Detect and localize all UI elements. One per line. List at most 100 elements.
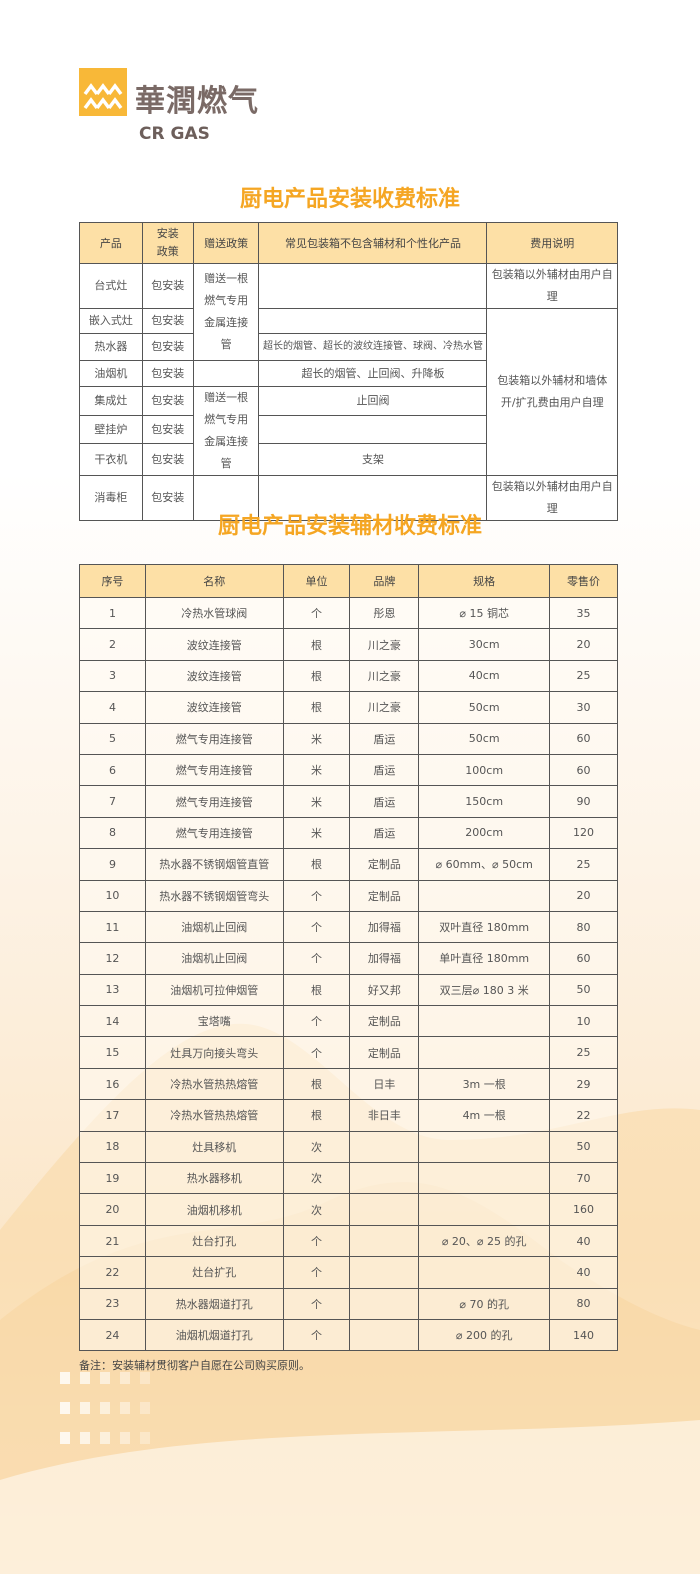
table-row: 消毒柜 包安装 包装箱以外辅材由用户自理 [79,475,618,521]
logo-text-cn: 華潤燃气 [135,84,259,119]
brand-cell: 彤恩 [349,596,420,630]
unit-cell: 根 [282,691,351,724]
unit-cell: 次 [282,1193,351,1226]
price-cell: 80 [549,1287,618,1320]
product-cell: 油烟机 [79,360,143,387]
brand-cell: 非日丰 [349,1099,420,1132]
name-cell: 热水器不锈钢烟管弯头 [144,879,284,912]
name-cell: 灶台扩孔 [144,1256,284,1289]
table-row: 13 油烟机可拉伸烟管根好又邦 双三层⌀ 180 3 米 50 [79,973,618,1007]
product-cell: 集成灶 [79,385,143,417]
spec-cell: 3m 一根 [418,1067,551,1101]
name-cell: 波纹连接管 [144,659,284,693]
fee-cell: 包装箱以外辅材由用户自理 [486,475,618,521]
decorative-dot [80,1372,90,1384]
index-cell: 4 [79,691,146,724]
header-cell: 产品 [79,222,143,264]
name-cell: 热水器不锈钢烟管直管 [144,848,284,881]
spec-cell: 50cm [418,691,551,724]
price-cell: 50 [549,973,618,1007]
index-cell: 18 [79,1130,146,1164]
decorative-dot [140,1432,150,1444]
index-cell: 3 [79,659,146,693]
brand-cell: 川之豪 [349,628,420,661]
install-cell: 包安装 [141,263,194,309]
table-row: 16 冷热水管热热熔管根日丰 3m 一根 29 [79,1067,618,1101]
table-row: 15 灶具万向接头弯头个定制品 25 [79,1036,618,1069]
brand-cell [349,1130,420,1164]
table-row: 2 波纹连接管根川之豪 30cm 20 [79,628,618,661]
spec-cell: ⌀ 70 的孔 [418,1287,551,1320]
unit-cell: 个 [282,1036,351,1069]
brand-cell: 定制品 [349,1005,420,1038]
spec-cell: ⌀ 60mm、⌀ 50cm [418,848,551,881]
table-row: 3 波纹连接管根川之豪 40cm 25 [79,659,618,693]
index-cell: 10 [79,879,146,912]
install-cell: 包安装 [141,308,194,334]
brand-cell: 日丰 [349,1067,420,1101]
header-cell: 序号 [79,564,146,598]
table-row: 9 热水器不锈钢烟管直管根定制品 ⌀ 60mm、⌀ 50cm 25 [79,848,618,881]
header-cell: 安装政策 [141,222,194,264]
price-cell: 80 [549,910,618,944]
decorative-dot [100,1402,110,1414]
extras-cell: 超长的烟管、止回阀、升降板 [258,360,488,387]
unit-cell: 次 [282,1130,351,1164]
price-cell: 120 [549,816,618,850]
product-cell: 干衣机 [79,443,143,476]
index-cell: 21 [79,1224,146,1258]
name-cell: 燃气专用连接管 [144,753,284,787]
name-cell: 波纹连接管 [144,628,284,661]
name-cell: 热水器移机 [144,1162,284,1195]
price-cell: 40 [549,1224,618,1258]
unit-cell: 根 [282,628,351,661]
brand-cell: 川之豪 [349,691,420,724]
name-cell: 油烟机可拉伸烟管 [144,973,284,1007]
install-fee-table: 产品 安装政策 赠送政策 常见包装箱不包含辅材和个性化产品 费用说明 台式灶 包… [79,222,618,521]
unit-cell: 个 [282,1005,351,1038]
index-cell: 1 [79,596,146,630]
price-cell: 25 [549,848,618,881]
index-cell: 15 [79,1036,146,1069]
brand-cell: 定制品 [349,848,420,881]
decorative-dot [120,1402,130,1414]
extras-cell [258,475,488,521]
spec-cell [418,1162,551,1195]
extras-cell [258,415,488,445]
price-cell: 140 [549,1318,618,1352]
table-row: 17 冷热水管热热熔管根非日丰 4m 一根 22 [79,1099,618,1132]
index-cell: 20 [79,1193,146,1226]
price-cell: 90 [549,785,618,818]
install-cell: 包安装 [141,415,194,445]
spec-cell: ⌀ 200 的孔 [418,1318,551,1352]
name-cell: 燃气专用连接管 [144,722,284,755]
brand-cell: 好又邦 [349,973,420,1007]
unit-cell: 个 [282,596,351,630]
spec-cell [418,1036,551,1069]
name-cell: 波纹连接管 [144,691,284,724]
table-row: 7 燃气专用连接管米盾运 150cm 90 [79,785,618,818]
index-cell: 12 [79,942,146,975]
table-row: 台式灶 包安装 赠送一根燃气专用金属连接管 包装箱以外辅材由用户自理 [79,263,618,361]
table-row: 20 油烟机移机次 160 [79,1193,618,1226]
install-cell: 包安装 [141,333,194,361]
unit-cell: 根 [282,1067,351,1101]
install-cell: 包安装 [141,475,194,521]
price-cell: 60 [549,942,618,975]
brand-cell: 定制品 [349,879,420,912]
name-cell: 燃气专用连接管 [144,785,284,818]
extras-cell: 止回阀 [258,385,488,417]
table-row: 集成灶 包安装 赠送一根燃气专用金属连接管 止回阀 [79,385,618,476]
table-row: 24 油烟机烟道打孔个 ⌀ 200 的孔 140 [79,1318,618,1352]
product-cell: 嵌入式灶 [79,308,143,334]
brand-cell [349,1287,420,1320]
name-cell: 冷热水管热热熔管 [144,1099,284,1132]
install-cell: 包安装 [141,443,194,476]
table-header-row: 序号 名称 单位 品牌 规格 零售价 [79,564,618,598]
extras-cell [258,263,488,309]
price-cell: 50 [549,1130,618,1164]
price-cell: 70 [549,1162,618,1195]
unit-cell: 个 [282,879,351,912]
unit-cell: 根 [282,848,351,881]
index-cell: 6 [79,753,146,787]
